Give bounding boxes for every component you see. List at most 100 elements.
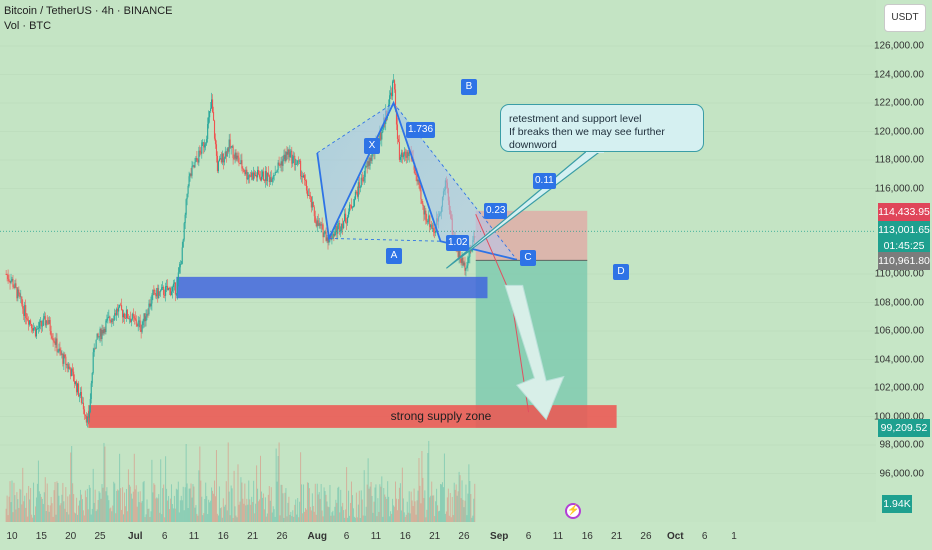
- x-tick-label: Oct: [666, 531, 684, 542]
- volume-bar: [177, 481, 179, 522]
- volume-bar: [461, 480, 463, 522]
- annotation-line-1: retestment and support level: [509, 113, 642, 125]
- candle: [139, 320, 141, 330]
- candle: [289, 152, 291, 158]
- volume-bar: [164, 517, 166, 522]
- volume-bar: [268, 486, 270, 522]
- volume-bar: [89, 487, 91, 522]
- volume-bar: [418, 458, 420, 522]
- candle: [421, 199, 423, 204]
- candle: [125, 309, 128, 319]
- volume-bar: [110, 507, 112, 522]
- volume-bar: [42, 503, 44, 522]
- volume-bar: [422, 477, 424, 522]
- candle: [161, 287, 163, 291]
- candle: [70, 369, 72, 377]
- candle: [18, 289, 20, 294]
- candle: [158, 291, 160, 299]
- candle: [469, 246, 471, 257]
- volume-bar: [298, 517, 300, 522]
- candle: [393, 80, 395, 82]
- candle: [334, 231, 336, 237]
- ratio-label-ac: 1.02: [446, 235, 470, 251]
- candle: [325, 231, 327, 241]
- candle: [241, 160, 243, 169]
- x-tick-label: 16: [399, 531, 411, 542]
- candle: [310, 196, 312, 208]
- volume-bar: [328, 507, 330, 522]
- candle: [117, 308, 119, 312]
- candle: [370, 157, 372, 161]
- lightning-icon[interactable]: ⚡: [565, 503, 581, 519]
- volume-bar: [111, 511, 113, 522]
- candle: [214, 138, 217, 145]
- volume-bar: [76, 497, 78, 522]
- candle: [221, 153, 223, 163]
- candle: [201, 142, 203, 154]
- candle: [260, 176, 263, 181]
- volume-bar: [124, 506, 126, 522]
- volume-bar: [58, 495, 60, 522]
- candle: [149, 303, 151, 307]
- annotation-callout[interactable]: retestment and support level If breaks t…: [500, 104, 704, 152]
- candle: [113, 319, 115, 321]
- ratio-label-cd: 0.11: [533, 173, 556, 189]
- volume-bar: [272, 506, 274, 522]
- volume-bar: [305, 509, 307, 522]
- candle: [263, 180, 265, 182]
- supply-zone: [88, 405, 617, 428]
- candle: [73, 371, 75, 382]
- candle: [312, 201, 314, 208]
- candle: [466, 265, 468, 268]
- volume-bar: [471, 517, 473, 522]
- volume-bar: [460, 498, 462, 522]
- volume-bar: [276, 481, 278, 522]
- volume-bar: [271, 512, 273, 522]
- candle: [227, 148, 229, 152]
- volume-bar: [421, 450, 423, 522]
- volume-bar: [341, 506, 343, 522]
- volume-bar: [377, 498, 379, 522]
- volume-bar: [19, 488, 21, 522]
- volume-bar: [137, 491, 139, 522]
- pattern-triangle-xab: [317, 103, 394, 239]
- volume-bar: [218, 486, 220, 522]
- candle: [425, 210, 427, 221]
- candle: [28, 320, 30, 325]
- volume-bar: [404, 516, 406, 522]
- volume-bar: [120, 488, 122, 522]
- candle: [246, 169, 248, 180]
- pattern-point-b: B: [461, 79, 477, 95]
- candle: [198, 150, 200, 163]
- candle: [399, 156, 401, 160]
- candle: [406, 151, 408, 158]
- candle: [210, 108, 212, 112]
- volume-bar: [406, 501, 408, 522]
- volume-bar: [129, 486, 131, 522]
- volume-bar: [165, 456, 167, 522]
- candle: [427, 221, 429, 223]
- y-tick-label: 108,000.00: [873, 297, 924, 308]
- candle: [309, 195, 311, 197]
- volume-bar: [411, 500, 413, 522]
- volume-bar: [157, 498, 159, 522]
- candle: [32, 328, 35, 331]
- candle: [95, 339, 97, 349]
- candle: [324, 231, 326, 233]
- volume-bar: [185, 443, 187, 522]
- candle: [232, 146, 234, 159]
- candle: [100, 328, 102, 340]
- volume-bar: [239, 501, 241, 522]
- volume-bar: [140, 502, 142, 522]
- x-tick-label: 11: [370, 531, 382, 542]
- volume-bar: [197, 515, 199, 522]
- volume-bar: [199, 446, 201, 522]
- volume-bar: [134, 489, 136, 522]
- volume-bar: [380, 486, 382, 522]
- currency-selector[interactable]: USDT: [884, 4, 926, 32]
- volume-bar: [153, 483, 155, 522]
- volume-bar: [214, 480, 216, 522]
- volume-bar: [306, 482, 308, 522]
- candle: [340, 229, 342, 232]
- volume-bar: [223, 506, 225, 522]
